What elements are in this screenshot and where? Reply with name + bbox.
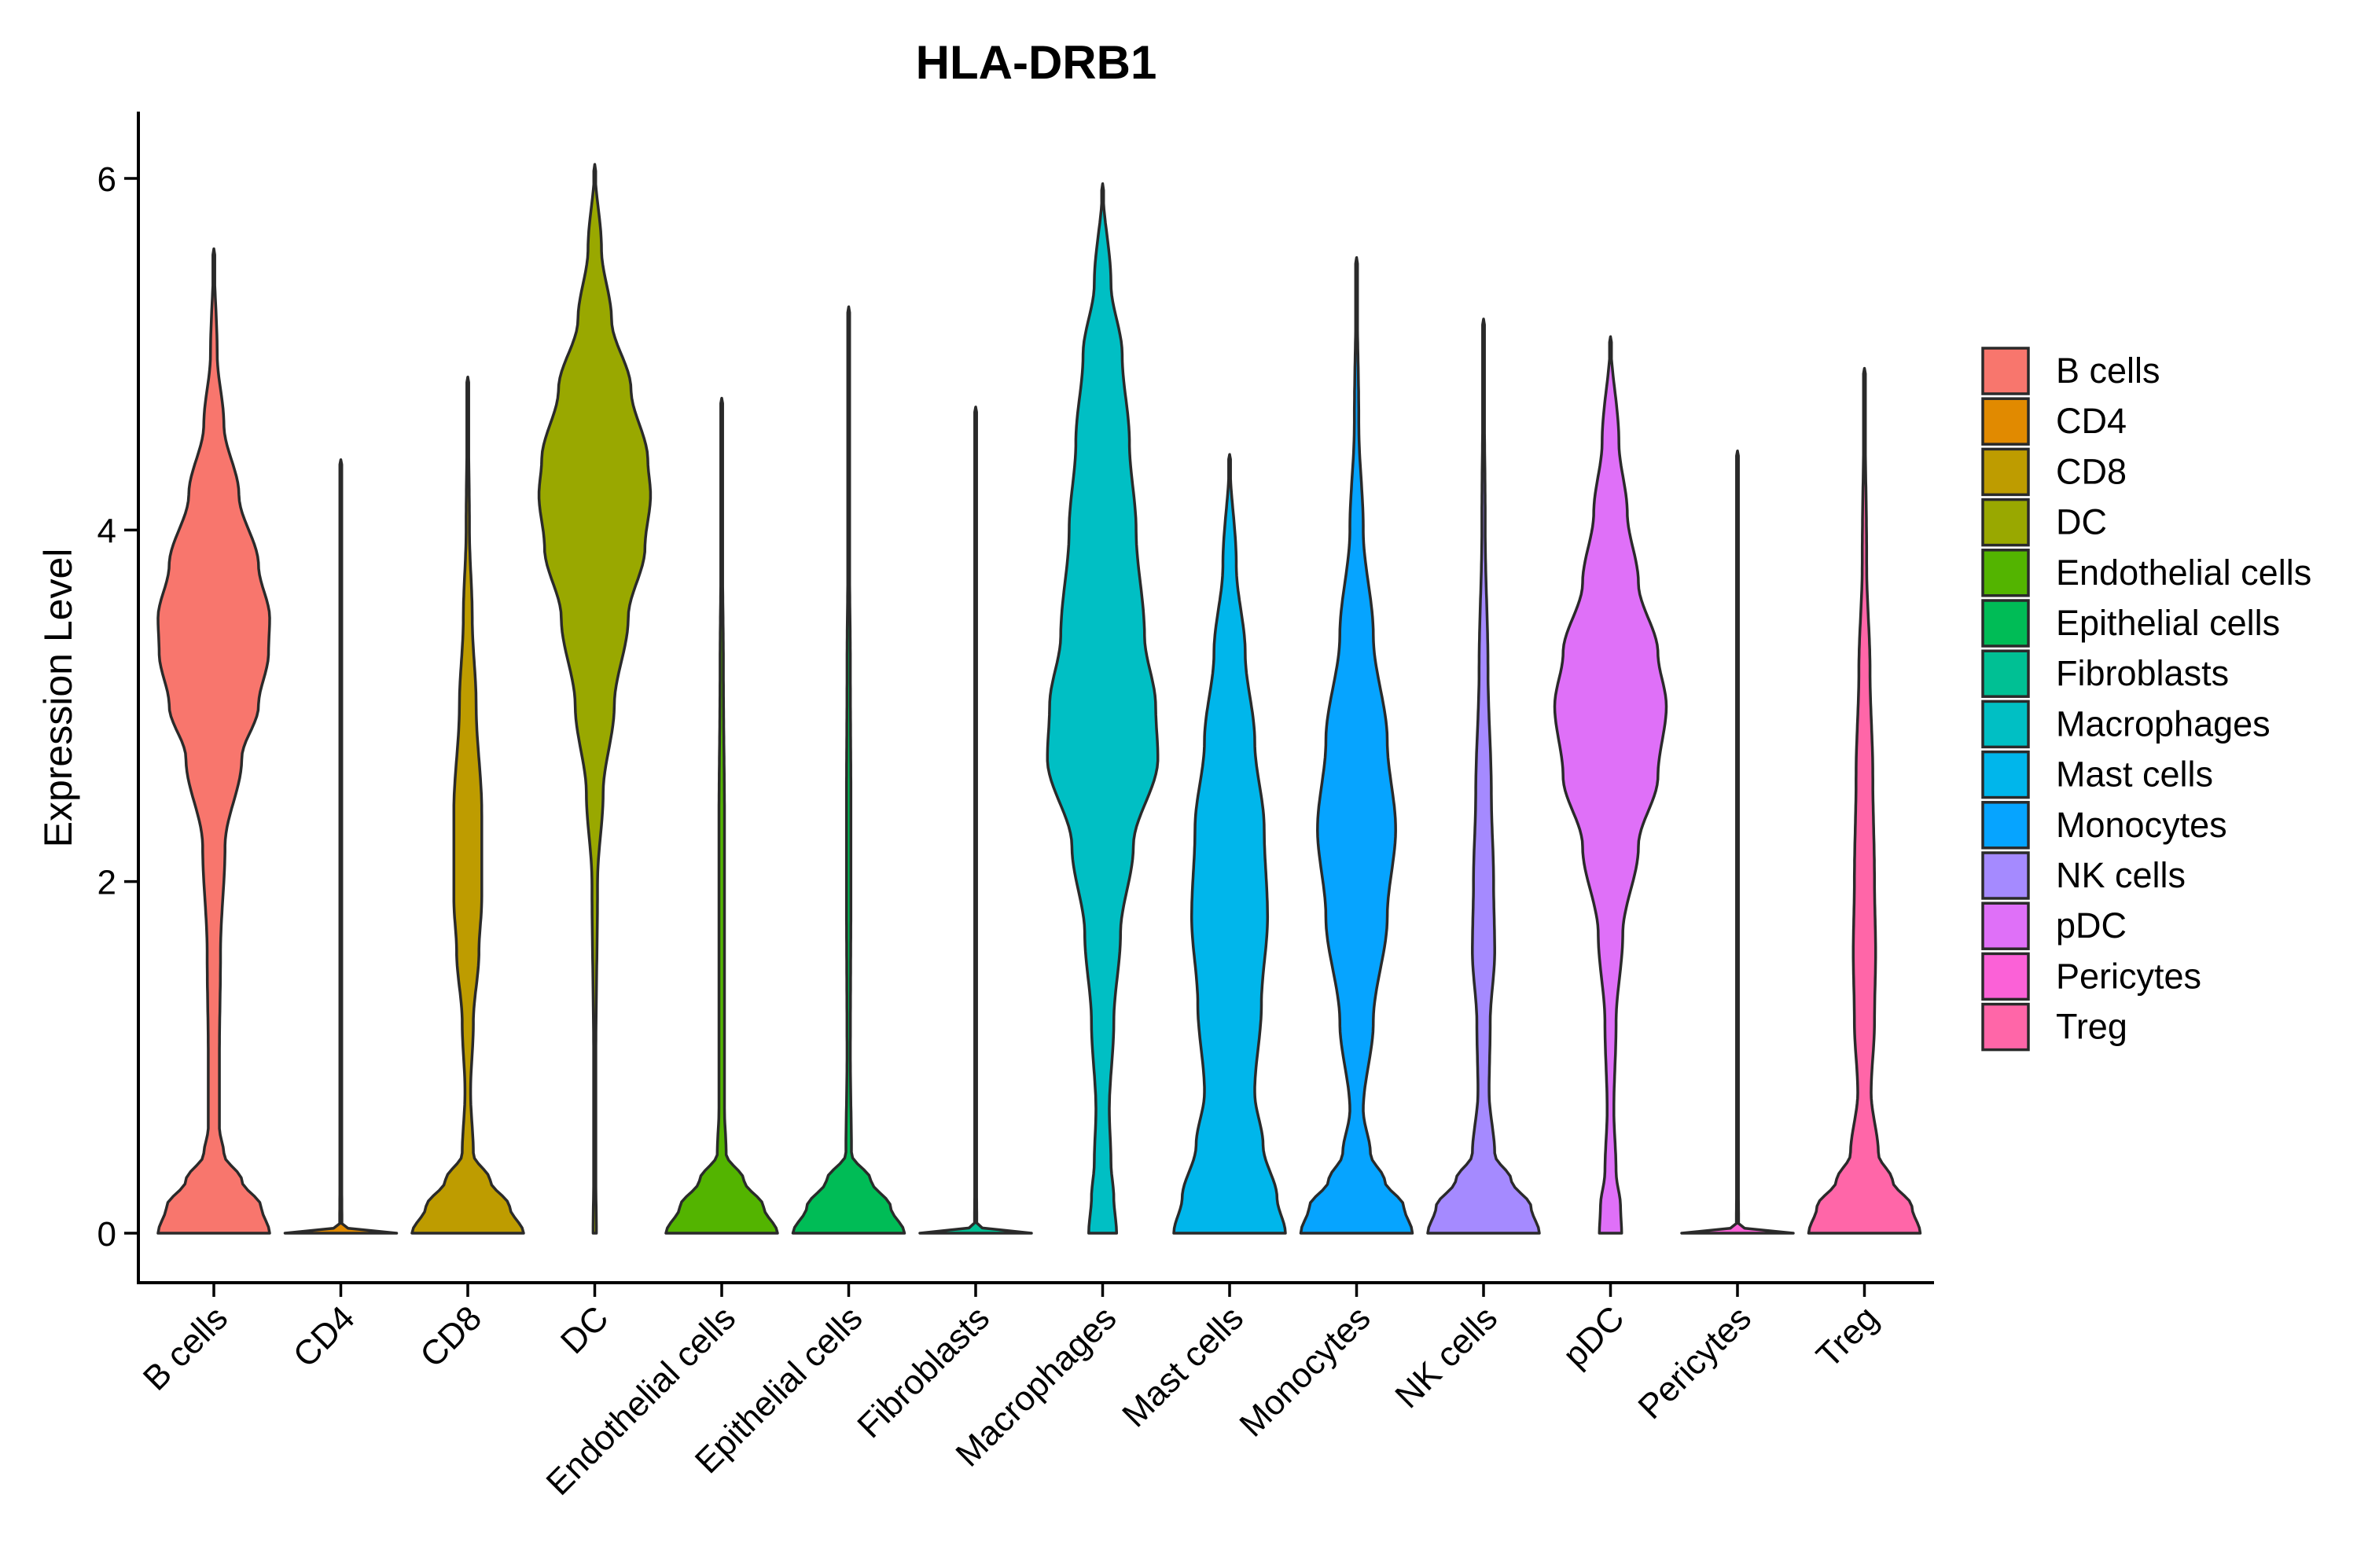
legend-key [1981, 649, 2030, 698]
legend-key [1981, 447, 2030, 497]
legend-label: Endothelial cells [2056, 553, 2311, 593]
x-tick-label: Mast cells [1115, 1298, 1251, 1434]
y-tick-label: 6 [97, 160, 116, 199]
legend-key [1981, 750, 2030, 799]
violin-endothelial-cells [664, 396, 779, 1235]
legend-key [1981, 851, 2030, 900]
legend-label: NK cells [2056, 855, 2186, 895]
violins-group [156, 163, 1922, 1235]
legend-key [1981, 498, 2030, 547]
legend-label: Epithelial cells [2056, 603, 2280, 643]
violin-pdc [1553, 335, 1668, 1235]
violin-treg [1807, 366, 1922, 1235]
legend-key [1981, 902, 2030, 950]
violin-cd8 [410, 375, 525, 1235]
violin-macrophages [1046, 182, 1160, 1235]
legend-key [1981, 801, 2030, 850]
legend-key [1981, 599, 2030, 648]
violin-epithelial-cells [791, 305, 906, 1235]
legend-label: CD4 [2056, 401, 2127, 441]
x-tick-label: DC [553, 1298, 616, 1361]
chart-title: HLA-DRB1 [916, 36, 1157, 89]
legend-key [1981, 347, 2030, 395]
violin-b-cells [156, 247, 271, 1235]
legend-key [1981, 1002, 2030, 1052]
violin-fibroblasts [918, 406, 1033, 1235]
legend-label: Monocytes [2056, 805, 2227, 845]
legend-key [1981, 700, 2030, 749]
y-tick-label: 2 [97, 864, 116, 902]
x-tick-label: pDC [1556, 1298, 1632, 1375]
y-axis-title: Expression Level [36, 549, 80, 848]
violin-pericytes [1680, 449, 1795, 1235]
x-tick-label: CD8 [413, 1298, 489, 1375]
violin-monocytes [1299, 255, 1414, 1235]
x-tick-label: Pericytes [1631, 1298, 1759, 1427]
x-tick-label: Treg [1809, 1298, 1885, 1375]
legend-label: Mast cells [2056, 755, 2213, 795]
y-tick-label: 0 [97, 1215, 116, 1254]
legend-label: Fibroblasts [2056, 653, 2229, 693]
x-tick-label: B cells [136, 1298, 235, 1397]
legend-label: Pericytes [2056, 956, 2201, 996]
y-axis-ticks: 0 2 4 6 [97, 160, 138, 1254]
legend-label: Treg [2056, 1007, 2127, 1047]
legend-key [1981, 397, 2030, 446]
legend-label: DC [2056, 502, 2107, 542]
y-tick-label: 4 [97, 512, 116, 550]
violin-mast-cells [1172, 453, 1287, 1235]
x-tick-label: CD4 [286, 1298, 362, 1375]
x-tick-label: NK cells [1388, 1298, 1505, 1416]
legend-label: Macrophages [2056, 703, 2271, 744]
legend-label: CD8 [2056, 451, 2127, 491]
violin-dc [537, 163, 653, 1235]
legend: B cells CD4 CD8 DC Endothelial cells Epitheli… [1981, 347, 2311, 1052]
legend-label: pDC [2056, 905, 2127, 946]
legend-key [1981, 952, 2030, 1001]
x-tick-label: Monocytes [1232, 1298, 1377, 1444]
violin-nk-cells [1426, 318, 1541, 1235]
violin-cd4 [283, 458, 399, 1235]
legend-label: B cells [2056, 351, 2160, 391]
legend-key [1981, 549, 2030, 597]
